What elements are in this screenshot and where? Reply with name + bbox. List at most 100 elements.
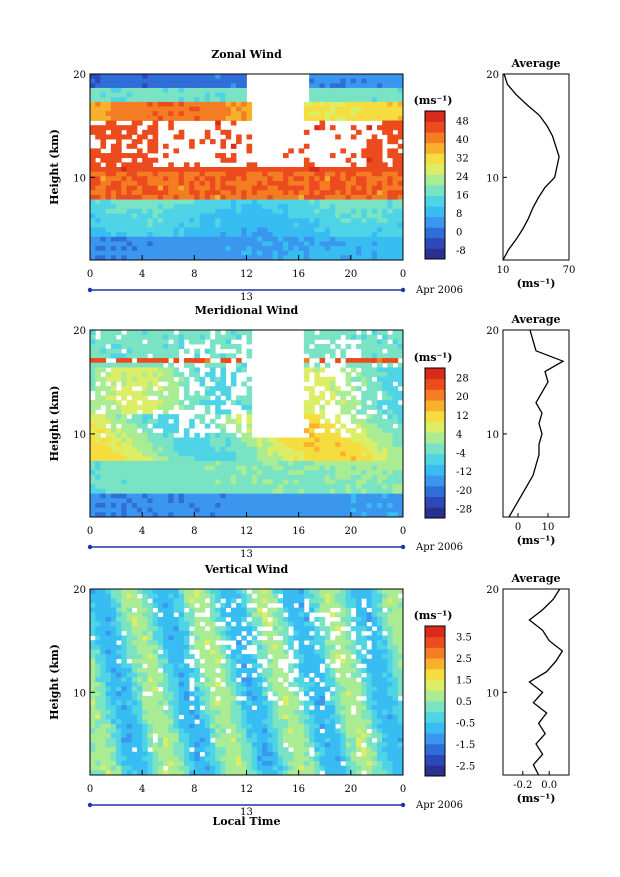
- heatmap-cell: [320, 241, 326, 246]
- heatmap-cell: [158, 654, 164, 659]
- heatmap-cell: [163, 649, 169, 654]
- heatmap-cell: [215, 461, 221, 466]
- heatmap-cell: [226, 339, 232, 344]
- heatmap-cell: [382, 330, 388, 335]
- heatmap-cell: [173, 677, 179, 682]
- heatmap-cell: [200, 111, 206, 116]
- heatmap-cell: [330, 125, 336, 130]
- heatmap-cell: [215, 710, 221, 715]
- heatmap-cell: [184, 508, 190, 513]
- heatmap-cell: [231, 589, 237, 594]
- heatmap-cell: [95, 428, 101, 433]
- heatmap-cell: [116, 214, 122, 219]
- heatmap-cell: [304, 241, 310, 246]
- heatmap-cell: [210, 724, 216, 729]
- heatmap-cell: [168, 181, 174, 186]
- heatmap-cell: [116, 391, 122, 396]
- heatmap-cell: [137, 617, 143, 622]
- heatmap-cell: [173, 251, 179, 256]
- heatmap-cell: [257, 498, 263, 503]
- heatmap-cell: [184, 649, 190, 654]
- heatmap-cell: [247, 494, 253, 499]
- heatmap-cell: [179, 246, 185, 251]
- heatmap-cell: [132, 400, 138, 405]
- heatmap-cell: [351, 503, 357, 508]
- heatmap-cell: [314, 377, 320, 382]
- heatmap-cell: [210, 419, 216, 424]
- heatmap-cell: [153, 125, 159, 130]
- heatmap-cell: [325, 470, 331, 475]
- heatmap-cell: [314, 395, 320, 400]
- heatmap-cell: [393, 88, 399, 93]
- heatmap-cell: [377, 83, 383, 88]
- heatmap-cell: [189, 631, 195, 636]
- heatmap-cell: [346, 227, 352, 232]
- heatmap-cell: [330, 181, 336, 186]
- heatmap-cell: [387, 251, 393, 256]
- heatmap-cell: [273, 200, 279, 205]
- heatmap-cell: [262, 498, 268, 503]
- heatmap-cell: [330, 241, 336, 246]
- heatmap-cell: [137, 756, 143, 761]
- heatmap-cell: [142, 687, 148, 692]
- heatmap-cell: [335, 414, 341, 419]
- heatmap-cell: [330, 246, 336, 251]
- heatmap: [90, 74, 403, 260]
- heatmap-cell: [184, 447, 190, 452]
- heatmap-cell: [184, 227, 190, 232]
- heatmap-cell: [215, 724, 221, 729]
- heatmap-cell: [147, 419, 153, 424]
- heatmap-cell: [153, 121, 159, 126]
- heatmap-cell: [116, 645, 122, 650]
- heatmap-cell: [215, 489, 221, 494]
- heatmap-cell: [132, 617, 138, 622]
- heatmap-cell: [194, 227, 200, 232]
- heatmap-cell: [163, 181, 169, 186]
- heatmap-cell: [147, 335, 153, 340]
- heatmap-cell: [147, 218, 153, 223]
- heatmap-cell: [168, 377, 174, 382]
- heatmap-cell: [226, 190, 232, 195]
- heatmap-cell: [132, 176, 138, 181]
- heatmap-cell: [220, 508, 226, 513]
- heatmap-cell: [137, 134, 143, 139]
- heatmap-cell: [200, 724, 206, 729]
- heatmap-cell: [142, 598, 148, 603]
- heatmap-cell: [90, 367, 96, 372]
- heatmap-cell: [137, 209, 143, 214]
- heatmap-cell: [132, 766, 138, 771]
- heatmap-cell: [340, 475, 346, 480]
- heatmap-cell: [236, 83, 242, 88]
- heatmap-cell: [142, 176, 148, 181]
- heatmap-cell: [351, 442, 357, 447]
- heatmap-cell: [220, 130, 226, 135]
- heatmap-cell: [127, 74, 133, 79]
- heatmap-cell: [288, 251, 294, 256]
- heatmap-cell: [231, 701, 237, 706]
- heatmap-cell: [314, 190, 320, 195]
- heatmap-cell: [226, 687, 232, 692]
- heatmap-cell: [132, 742, 138, 747]
- heatmap-cell: [106, 246, 112, 251]
- heatmap-cell: [127, 508, 133, 513]
- heatmap-cell: [173, 752, 179, 757]
- heatmap-cell: [184, 691, 190, 696]
- heatmap-cell: [299, 200, 305, 205]
- heatmap-cell: [142, 335, 148, 340]
- heatmap-cell: [189, 733, 195, 738]
- heatmap-cell: [116, 153, 122, 158]
- heatmap-cell: [173, 79, 179, 84]
- heatmap-cell: [95, 116, 101, 121]
- heatmap-cell: [200, 330, 206, 335]
- heatmap-cell: [320, 424, 326, 429]
- heatmap-cell: [95, 705, 101, 710]
- heatmap-cell: [330, 167, 336, 172]
- heatmap-cell: [142, 608, 148, 613]
- heatmap-cell: [205, 691, 211, 696]
- heatmap-cell: [231, 598, 237, 603]
- heatmap-cell: [335, 428, 341, 433]
- heatmap-cell: [121, 503, 127, 508]
- heatmap-cell: [309, 232, 315, 237]
- heatmap-cell: [382, 88, 388, 93]
- heatmap-cell: [111, 241, 117, 246]
